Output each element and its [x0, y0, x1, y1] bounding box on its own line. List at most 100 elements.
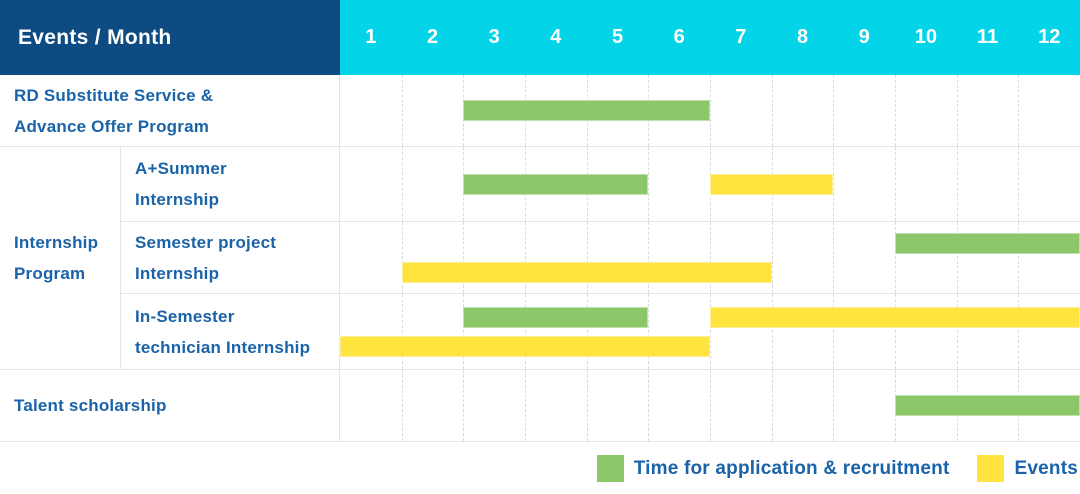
gantt-bar-recruitment — [463, 100, 710, 121]
month-gridline — [648, 147, 650, 221]
month-header-cell: 4 — [550, 26, 562, 48]
gantt-bar-recruitment — [895, 395, 1080, 416]
gantt-bar-event — [401, 261, 772, 283]
month-gridline — [895, 75, 896, 146]
month-gridline — [895, 222, 896, 293]
month-gridline — [401, 147, 403, 221]
table-row: Semester project Internship — [121, 222, 1080, 294]
row-label-line: Semester project — [135, 232, 277, 252]
row-label-line: technician Internship — [135, 337, 311, 357]
row-timeline — [340, 222, 1080, 293]
month-gridline — [710, 294, 711, 369]
table-row: In-Semester technician Internship — [121, 294, 1080, 369]
month-header-cell: 1 — [365, 26, 377, 48]
month-gridline — [771, 222, 773, 293]
month-gridline — [586, 222, 588, 293]
month-header-cell: 12 — [1038, 26, 1061, 48]
month-header-cell: 9 — [858, 26, 870, 48]
month-gridline — [525, 294, 526, 369]
group-label-line: Internship — [14, 233, 99, 252]
month-gridline — [586, 294, 588, 369]
month-gridline — [833, 370, 835, 441]
month-gridline — [833, 222, 835, 293]
legend-label-recruitment: Time for application & recruitment — [633, 457, 950, 479]
month-gridline — [771, 370, 773, 441]
group-label: Internship Program — [0, 147, 121, 369]
month-gridline — [401, 370, 403, 441]
month-gridline — [586, 370, 588, 441]
table-row: A+Summer Internship — [121, 147, 1080, 222]
row-timeline — [340, 75, 1080, 146]
month-gridline — [833, 75, 835, 146]
month-gridline — [401, 294, 403, 369]
row-label-line: Internship — [135, 263, 220, 283]
header-title: Events / Month — [18, 25, 172, 49]
bar-lane — [340, 395, 1080, 416]
month-header-cell: 10 — [914, 26, 937, 48]
month-gridline — [1018, 294, 1020, 369]
month-gridline — [1018, 147, 1020, 221]
table-body: RD Substitute Service & Advance Offer Pro… — [0, 75, 1080, 442]
legend-label-event: Events — [1014, 457, 1078, 479]
month-gridline — [833, 147, 835, 221]
row-label-line: Advance Offer Program — [14, 116, 210, 136]
month-gridline — [710, 222, 711, 293]
gantt-bar-event — [710, 173, 834, 195]
month-gridline — [463, 294, 465, 369]
gantt-bar-recruitment — [463, 173, 649, 195]
month-gridline — [895, 147, 896, 221]
month-gridline — [956, 222, 958, 293]
bar-lane — [340, 335, 1080, 357]
month-gridline — [895, 294, 896, 369]
legend-item-event: Events — [977, 455, 1078, 482]
gantt-bar-event — [710, 306, 1080, 328]
row-label: RD Substitute Service & Advance Offer Pro… — [0, 75, 340, 146]
header-title-cell: Events / Month — [0, 0, 340, 75]
month-gridline — [833, 294, 835, 369]
group-sub-rows: A+Summer Internship Semester project Intern… — [121, 147, 1080, 369]
month-gridline — [525, 222, 526, 293]
bar-lane — [340, 232, 1080, 254]
bar-lane — [340, 173, 1080, 195]
row-label: A+Summer Internship — [121, 147, 340, 221]
month-gridline — [648, 294, 650, 369]
month-gridline — [525, 370, 526, 441]
row-label-line: Talent scholarship — [14, 396, 167, 415]
month-gridline — [956, 294, 958, 369]
legend-swatch-recruitment — [596, 455, 624, 482]
gantt-bar-recruitment — [895, 232, 1080, 254]
bar-lane — [340, 306, 1080, 328]
month-gridline — [956, 147, 958, 221]
month-gridline — [648, 370, 650, 441]
month-header: 1 2 3 4 5 6 7 8 9 10 11 12 — [340, 0, 1080, 75]
row-label: In-Semester technician Internship — [121, 294, 340, 369]
bar-lane — [340, 100, 1080, 121]
legend: Time for application & recruitment Events — [0, 442, 1080, 494]
row-label-line: In-Semester — [135, 306, 235, 326]
month-header-cell: 3 — [488, 26, 500, 48]
month-gridline — [710, 370, 711, 441]
header-row: Events / Month 1 2 3 4 5 6 7 8 9 10 11 12 — [0, 0, 1080, 75]
month-header-cell: 7 — [735, 26, 747, 48]
gantt-bar-event — [340, 335, 710, 357]
group-block: Internship Program A+Summer Internship Semes… — [0, 147, 1080, 370]
month-gridline — [401, 75, 403, 146]
row-label: Semester project Internship — [121, 222, 340, 293]
month-header-cell: 2 — [426, 26, 439, 48]
table-row: RD Substitute Service & Advance Offer Pro… — [0, 75, 1080, 147]
row-timeline — [340, 370, 1080, 441]
month-gridline — [1018, 75, 1020, 146]
month-gridline — [463, 222, 465, 293]
legend-swatch-event — [977, 455, 1005, 482]
table-row: Talent scholarship — [0, 370, 1080, 442]
month-header-cell: 6 — [673, 26, 685, 48]
month-header-cell: 8 — [796, 26, 809, 48]
month-header-cell: 11 — [976, 26, 999, 48]
month-gridline — [463, 370, 465, 441]
row-label-line: Internship — [135, 190, 220, 209]
row-label-line: A+Summer — [135, 159, 227, 178]
row-timeline — [340, 147, 1080, 221]
row-timeline — [340, 294, 1080, 369]
month-gridline — [401, 222, 403, 293]
